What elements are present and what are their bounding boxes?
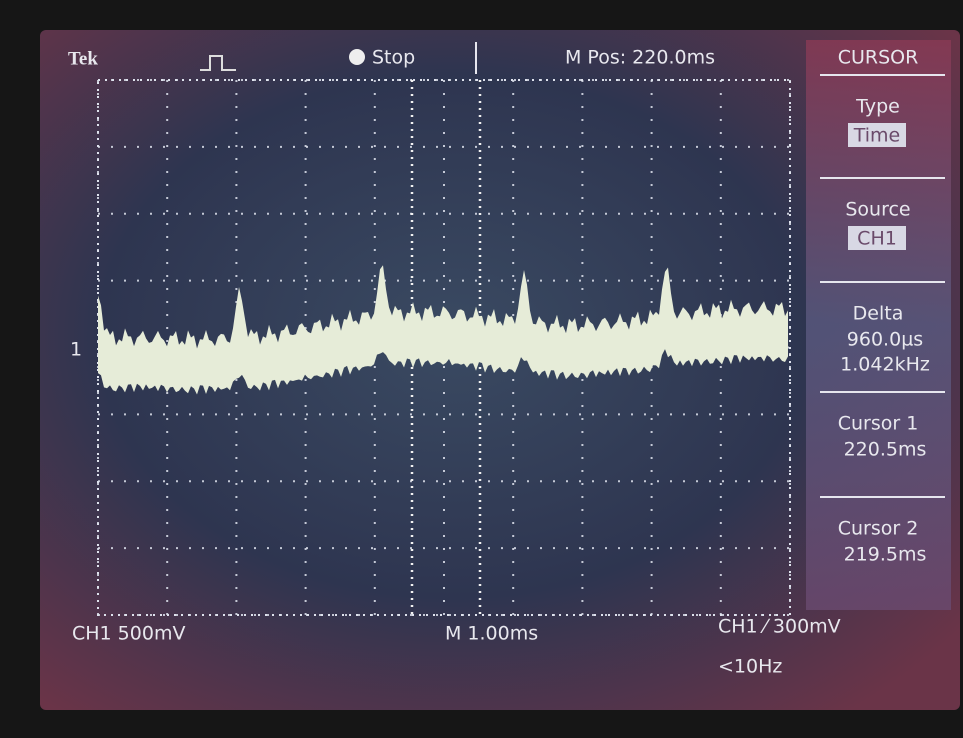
trigger: CH1 ⁄ 300mV — [718, 616, 841, 638]
waveform — [98, 265, 788, 395]
menu-line: 1.042kHz — [840, 354, 930, 376]
menu-value: Time — [853, 125, 901, 147]
menu-label: Cursor 2 — [838, 518, 919, 540]
acq-icon — [200, 55, 236, 71]
graticule — [97, 79, 791, 616]
menu-label: Type — [855, 96, 900, 118]
menu-title: CURSOR — [838, 47, 919, 69]
menu-line: 220.5ms — [844, 439, 927, 461]
menu-value-box — [848, 123, 906, 147]
trigger-frequency: <10Hz — [718, 656, 782, 678]
horizontal-position: M Pos: 220.0ms — [565, 47, 715, 69]
grid-border — [97, 79, 791, 616]
timebase: M 1.00ms — [445, 623, 538, 645]
channel-scale: CH1 500mV — [72, 623, 185, 645]
menu-line: 219.5ms — [844, 544, 927, 566]
menu-items: Type Time Source CH1 Delta 960.0µs 1.042kHz Cur… — [820, 74, 945, 566]
display — [40, 30, 960, 710]
menu-value: CH1 — [857, 228, 897, 250]
menu-value-box — [848, 226, 906, 250]
menu-label: Delta — [853, 303, 904, 325]
run-indicator — [349, 49, 365, 65]
brand: Tek — [68, 48, 98, 69]
menu-label: Cursor 1 — [838, 413, 919, 435]
menu-label: Source — [845, 199, 910, 221]
menu-line: 960.0µs — [847, 329, 923, 351]
channel-marker: 1 — [70, 339, 82, 361]
run-state: Stop — [372, 47, 415, 69]
